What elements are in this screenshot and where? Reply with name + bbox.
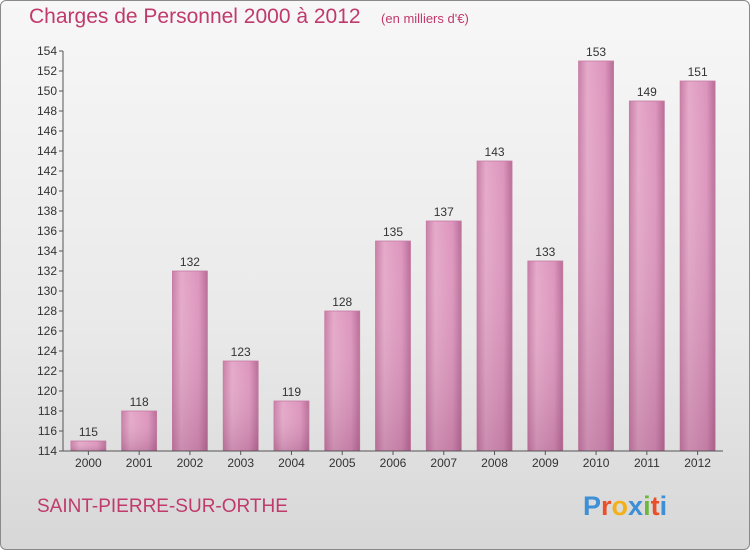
logo-letter: i: [659, 491, 668, 521]
bar-value-label: 132: [180, 255, 200, 269]
title-row: Charges de Personnel 2000 à 2012 (en mil…: [29, 5, 469, 29]
bar-shade: [70, 441, 106, 451]
bar-shade: [223, 361, 259, 451]
bar-shade: [324, 311, 360, 451]
y-tick-label: 122: [37, 364, 57, 378]
x-tick-label: 2009: [532, 456, 559, 470]
y-tick-label: 150: [37, 84, 57, 98]
y-tick-label: 154: [37, 44, 57, 58]
chart-subtitle: (en milliers d'€): [381, 11, 469, 26]
bar-shade: [121, 411, 157, 451]
bar-value-label: 135: [383, 225, 403, 239]
bar-value-label: 133: [535, 245, 555, 259]
y-tick-label: 148: [37, 104, 57, 118]
logo-letter: x: [628, 491, 644, 521]
bar-shade: [477, 161, 513, 451]
town-name: SAINT-PIERRE-SUR-ORTHE: [37, 496, 288, 517]
y-tick-label: 134: [37, 244, 57, 258]
x-tick-label: 2005: [329, 456, 356, 470]
y-tick-label: 132: [37, 264, 57, 278]
x-tick-label: 2008: [481, 456, 508, 470]
y-tick-label: 124: [37, 344, 57, 358]
x-tick-label: 2010: [583, 456, 610, 470]
bar-value-label: 119: [282, 385, 301, 399]
x-tick-label: 2000: [75, 456, 102, 470]
y-tick-label: 130: [37, 284, 57, 298]
y-tick-label: 136: [37, 224, 57, 238]
x-tick-label: 2006: [380, 456, 407, 470]
bar-value-label: 123: [231, 345, 251, 359]
x-tick-label: 2012: [684, 456, 711, 470]
bar-shade: [680, 81, 716, 451]
y-tick-label: 114: [38, 444, 57, 458]
bar-value-label: 128: [332, 295, 352, 309]
bar-value-label: 153: [586, 45, 606, 59]
y-tick-label: 140: [37, 184, 57, 198]
logo-letter: i: [643, 491, 651, 521]
proxiti-logo[interactable]: Proxiti: [583, 491, 667, 522]
bar-value-label: 137: [434, 205, 454, 219]
logo-letter: r: [601, 491, 612, 521]
bar-value-label: 115: [79, 425, 98, 439]
axis-layer: 2000 2001 2002 2003 2004 2005 2006 2007 2008 2009…: [37, 44, 723, 470]
x-tick-label: 2001: [126, 456, 153, 470]
x-tick-label: 2003: [227, 456, 254, 470]
bars-layer: 115 118 132 123 119 128 135 137 143 133 153 149 151: [70, 45, 716, 452]
bar-value-label: 118: [130, 395, 149, 409]
y-tick-label: 116: [38, 424, 57, 438]
bar-value-label: 143: [485, 145, 505, 159]
y-tick-label: 142: [37, 164, 57, 178]
y-tick-label: 128: [37, 304, 57, 318]
y-tick-label: 126: [37, 324, 57, 338]
bar-shade: [172, 271, 208, 451]
bar-value-label: 149: [637, 85, 657, 99]
logo-letter: o: [611, 491, 629, 521]
logo-letter: t: [650, 491, 660, 521]
bar-shade: [426, 221, 462, 451]
chart-title: Charges de Personnel 2000 à 2012: [29, 5, 361, 28]
y-tick-label: 138: [37, 204, 57, 218]
logo-letter: P: [583, 491, 602, 521]
y-tick-label: 152: [37, 64, 57, 78]
x-tick-label: 2007: [430, 456, 457, 470]
y-tick-label: 120: [37, 384, 57, 398]
bar-value-label: 151: [688, 65, 708, 79]
y-tick-label: 118: [38, 404, 57, 418]
bar-shade: [527, 261, 563, 451]
bar-shade: [273, 401, 309, 451]
y-tick-label: 144: [37, 144, 57, 158]
bar-shade: [375, 241, 411, 451]
x-tick-label: 2002: [177, 456, 204, 470]
x-tick-label: 2011: [634, 456, 660, 470]
bar-shade: [578, 61, 614, 451]
x-tick-label: 2004: [278, 456, 305, 470]
bar-shade: [629, 101, 665, 451]
y-tick-label: 146: [37, 124, 57, 138]
